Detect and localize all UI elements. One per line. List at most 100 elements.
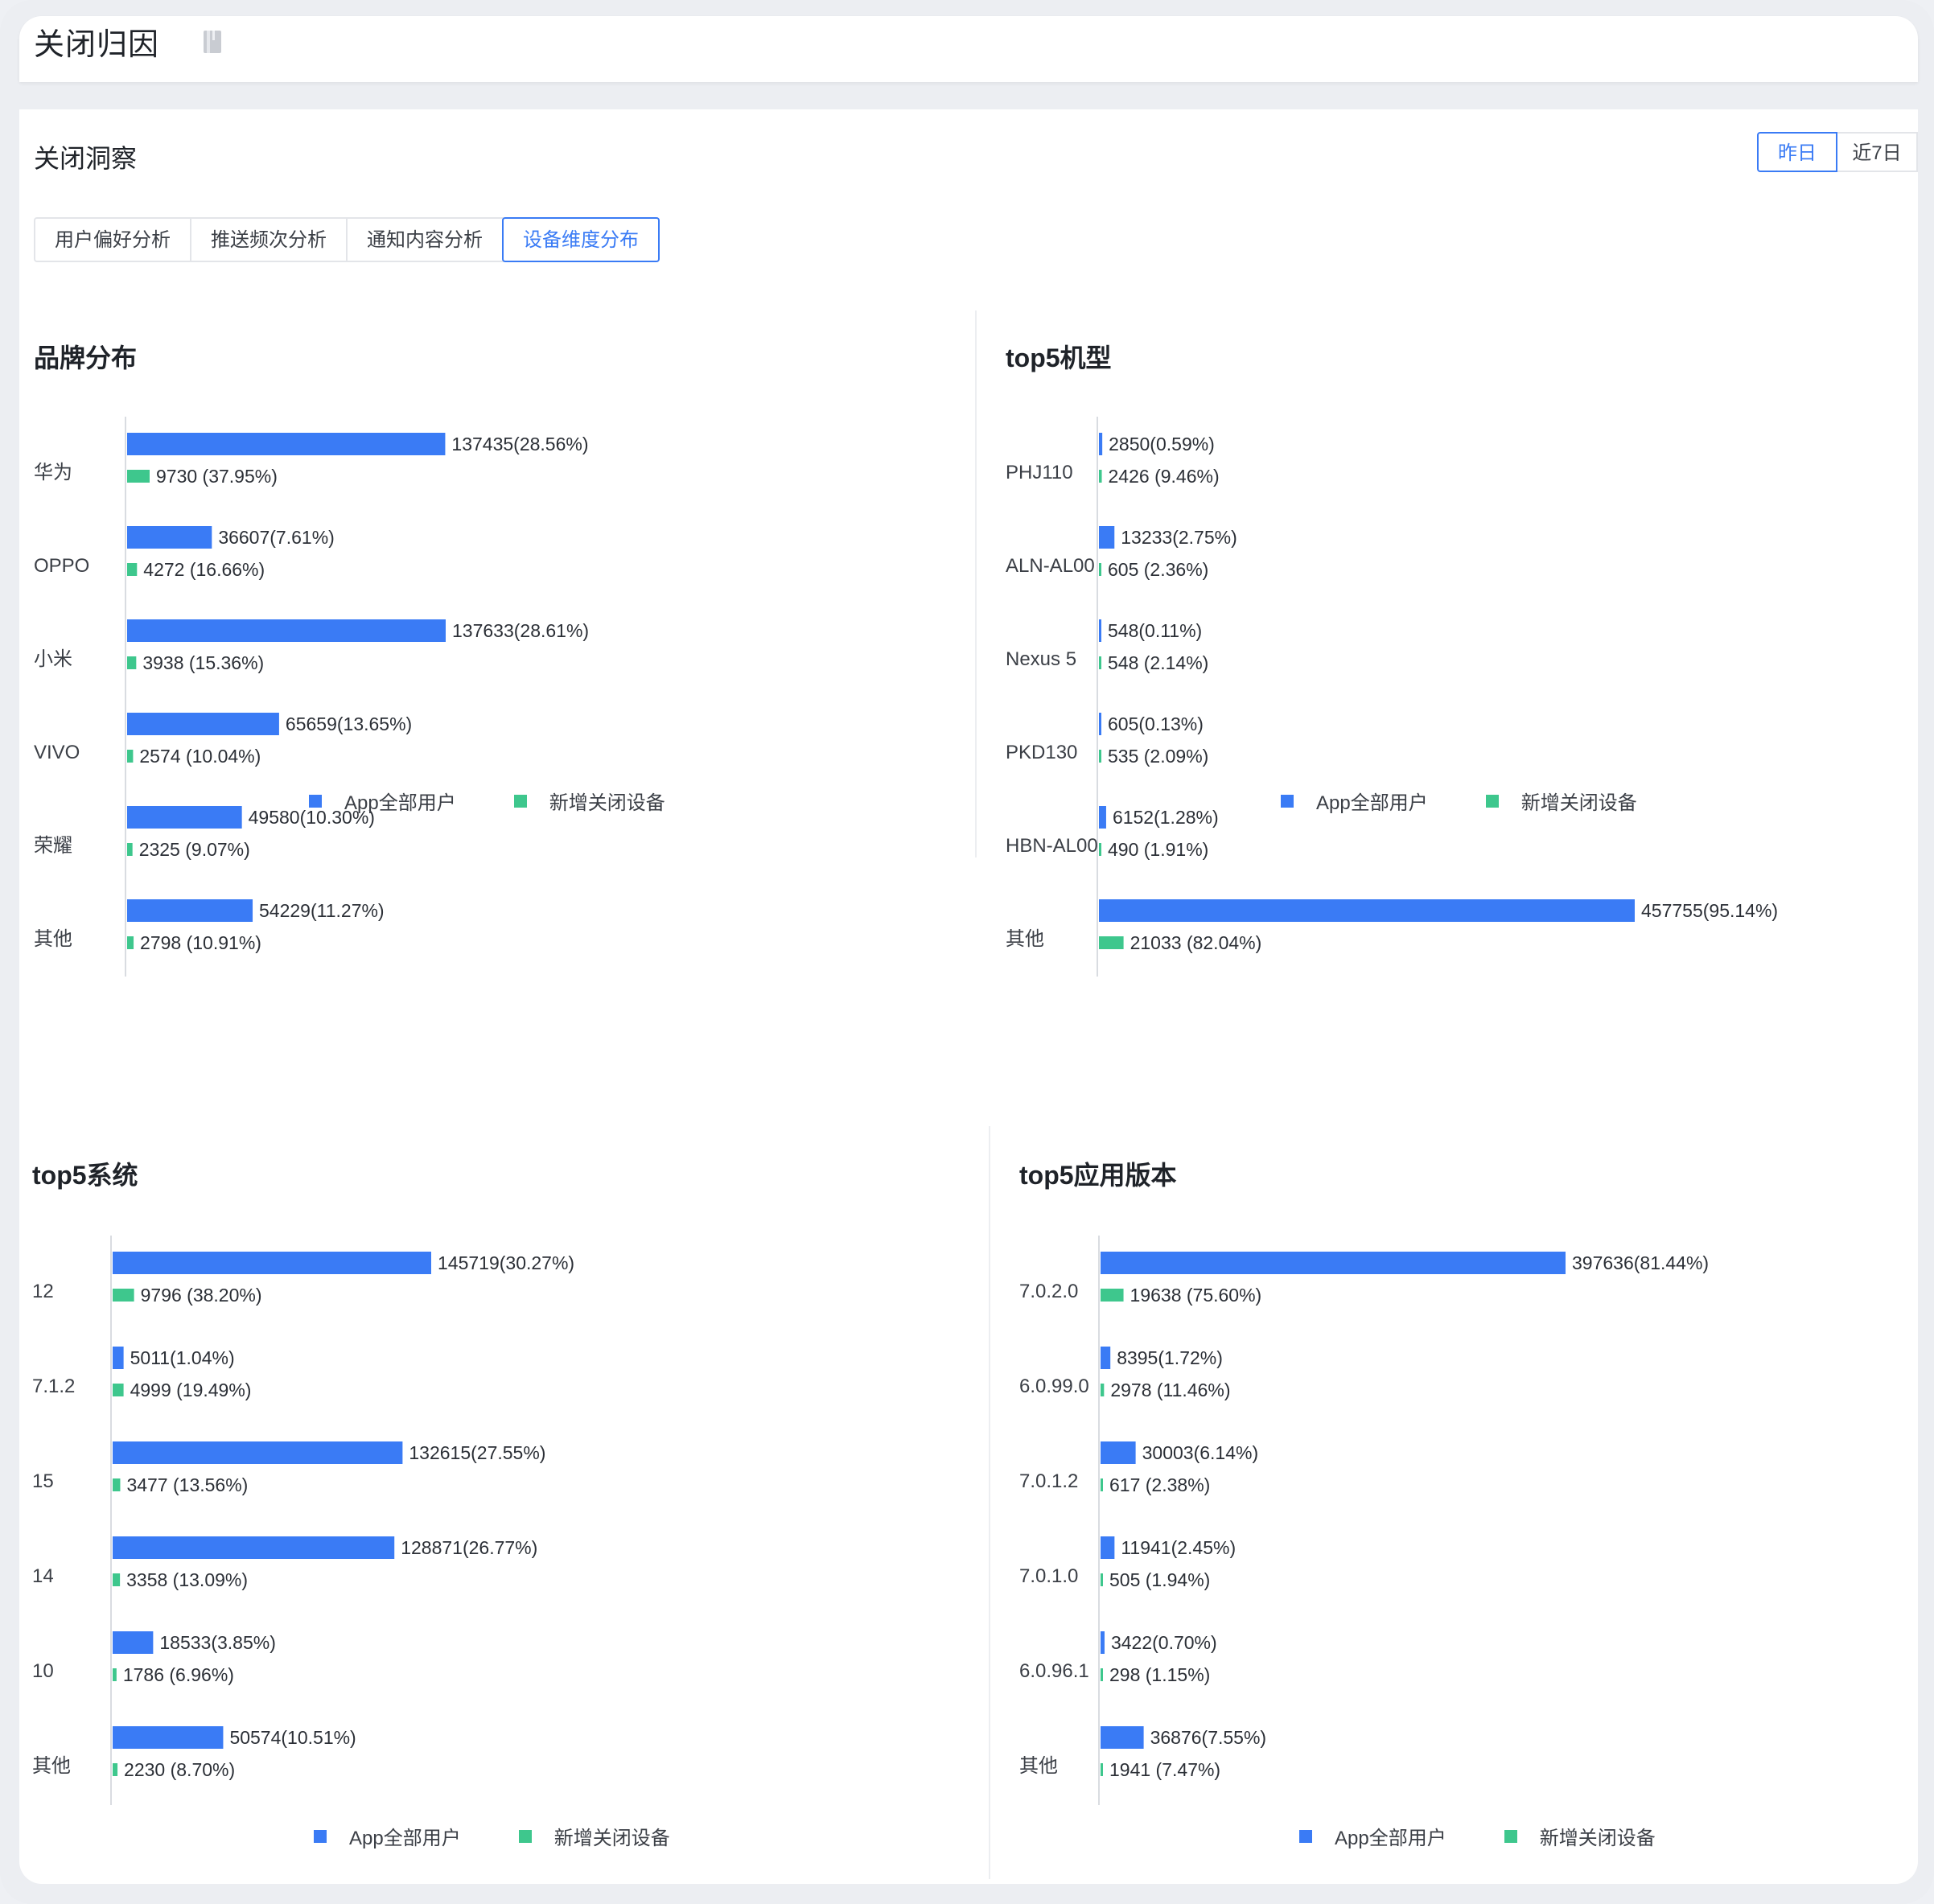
document-icon[interactable] (203, 29, 222, 55)
data-label: 137633(28.61%) (452, 620, 589, 641)
bar-new-closed[interactable] (127, 843, 133, 856)
bar-all-users[interactable] (1101, 1441, 1136, 1464)
range-yesterday-button[interactable]: 昨日 (1757, 132, 1837, 172)
data-label: 13233(2.75%) (1121, 527, 1237, 548)
bar-all-users[interactable] (113, 1536, 395, 1559)
data-label: 2850(0.59%) (1109, 434, 1215, 454)
category-label: 其他 (1006, 928, 1044, 950)
bar-new-closed[interactable] (113, 1384, 124, 1396)
bar-all-users[interactable] (127, 713, 279, 735)
data-label: 5011(1.04%) (130, 1347, 235, 1368)
version-chart-svg: 7.0.2.0 397636(81.44%) 19638 (75.60%) 6.0.9… (1019, 1236, 1709, 1805)
bar-all-users[interactable] (1099, 713, 1101, 735)
category-label: 荣耀 (34, 835, 72, 857)
bar-all-users[interactable] (127, 899, 253, 922)
tab-push-frequency[interactable]: 推送频次分析 (191, 217, 348, 262)
bar-new-closed[interactable] (1099, 936, 1124, 949)
bar-all-users[interactable] (113, 1441, 403, 1464)
bar-all-users[interactable] (127, 433, 446, 455)
model-chart-title: top5机型 (1006, 343, 1112, 372)
tab-notification-content[interactable]: 通知内容分析 (348, 217, 504, 262)
bar-all-users[interactable] (1101, 1631, 1105, 1654)
bar-new-closed[interactable] (127, 563, 138, 576)
bar-new-closed[interactable] (113, 1763, 118, 1776)
bar-new-closed[interactable] (127, 656, 137, 669)
bar-new-closed[interactable] (1101, 1478, 1103, 1491)
range-7days-button[interactable]: 近7日 (1837, 132, 1918, 172)
bar-all-users[interactable] (1099, 526, 1115, 549)
tab-device-dimension[interactable]: 设备维度分布 (502, 217, 660, 262)
bar-new-closed[interactable] (113, 1289, 134, 1302)
version-chart-title: top5应用版本 (1019, 1161, 1177, 1190)
legend-item-new-closed[interactable]: 新增关闭设备 (1504, 1822, 1656, 1850)
legend-item-new-closed[interactable]: 新增关闭设备 (1485, 787, 1637, 815)
data-label: 21033 (82.04%) (1130, 932, 1262, 953)
bar-all-users[interactable] (1099, 806, 1106, 829)
bar-all-users[interactable] (1101, 1347, 1111, 1369)
bar-all-users[interactable] (1099, 619, 1101, 642)
bar-new-closed[interactable] (1101, 1763, 1103, 1776)
data-label: 36607(7.61%) (218, 527, 335, 548)
bar-new-closed[interactable] (1101, 1668, 1103, 1681)
legend-item-all-users[interactable]: App全部用户 (1299, 1822, 1446, 1850)
page-header: 关闭归因 (19, 16, 1918, 82)
data-label: 505 (1.94%) (1109, 1569, 1210, 1590)
bar-all-users[interactable] (127, 526, 212, 549)
bar-all-users[interactable] (1099, 899, 1635, 922)
version-chart-legend: App全部用户 新增关闭设备 (1299, 1822, 1714, 1850)
data-label: 3422(0.70%) (1111, 1632, 1217, 1653)
bar-new-closed[interactable] (1099, 656, 1101, 669)
legend-item-all-users[interactable]: App全部用户 (314, 1822, 461, 1850)
section-title: 关闭洞察 (34, 144, 138, 173)
tab-user-preference[interactable]: 用户偏好分析 (34, 217, 191, 262)
bar-all-users[interactable] (1101, 1536, 1115, 1559)
legend-item-new-closed[interactable]: 新增关闭设备 (518, 1822, 670, 1850)
legend-swatch-green (1485, 794, 1499, 808)
bar-new-closed[interactable] (1101, 1384, 1105, 1396)
category-label: VIVO (34, 742, 80, 763)
category-label: 6.0.96.1 (1019, 1660, 1089, 1682)
bar-new-closed[interactable] (127, 936, 134, 949)
legend-swatch-blue (1299, 1829, 1312, 1843)
bar-new-closed[interactable] (1099, 843, 1101, 856)
data-label: 548(0.11%) (1108, 620, 1202, 641)
bar-new-closed[interactable] (113, 1573, 121, 1586)
bar-new-closed[interactable] (113, 1668, 117, 1681)
bar-new-closed[interactable] (1099, 750, 1101, 763)
bar-all-users[interactable] (127, 619, 446, 642)
bar-new-closed[interactable] (1099, 563, 1101, 576)
bar-all-users[interactable] (113, 1252, 431, 1274)
data-label: 9796 (38.20%) (141, 1285, 262, 1306)
data-label: 1786 (6.96%) (123, 1664, 234, 1685)
legend-item-all-users[interactable]: App全部用户 (309, 787, 456, 815)
bar-all-users[interactable] (113, 1631, 154, 1654)
category-label: 12 (32, 1281, 54, 1302)
data-label: 4999 (19.49%) (130, 1380, 252, 1400)
bar-new-closed[interactable] (127, 470, 150, 483)
bar-new-closed[interactable] (127, 750, 134, 763)
bar-all-users[interactable] (113, 1347, 124, 1369)
legend-item-new-closed[interactable]: 新增关闭设备 (513, 787, 665, 815)
category-label: 15 (32, 1470, 54, 1492)
bar-all-users[interactable] (1099, 433, 1103, 455)
bar-new-closed[interactable] (1101, 1289, 1124, 1302)
bar-all-users[interactable] (1101, 1726, 1144, 1749)
bar-new-closed[interactable] (1099, 470, 1102, 483)
data-label: 6152(1.28%) (1113, 807, 1219, 828)
model-chart-legend: App全部用户 新增关闭设备 (1281, 787, 1695, 815)
bar-all-users[interactable] (127, 806, 242, 829)
data-label: 8395(1.72%) (1117, 1347, 1223, 1368)
data-label: 2574 (10.04%) (139, 746, 261, 767)
os-chart-title: top5系统 (32, 1161, 138, 1190)
category-label: 10 (32, 1660, 54, 1682)
category-label: 14 (32, 1565, 54, 1587)
analysis-tabs: 用户偏好分析 推送频次分析 通知内容分析 设备维度分布 (34, 217, 660, 262)
bar-all-users[interactable] (1101, 1252, 1566, 1274)
data-label: 397636(81.44%) (1572, 1252, 1709, 1273)
bar-new-closed[interactable] (113, 1478, 121, 1491)
model-chart-svg: PHJ110 2850(0.59%) 2426 (9.46%) ALN-AL00 132… (1006, 417, 1778, 977)
data-label: 49580(10.30%) (249, 807, 375, 828)
bar-all-users[interactable] (113, 1726, 224, 1749)
bar-new-closed[interactable] (1101, 1573, 1103, 1586)
legend-item-all-users[interactable]: App全部用户 (1281, 787, 1428, 815)
